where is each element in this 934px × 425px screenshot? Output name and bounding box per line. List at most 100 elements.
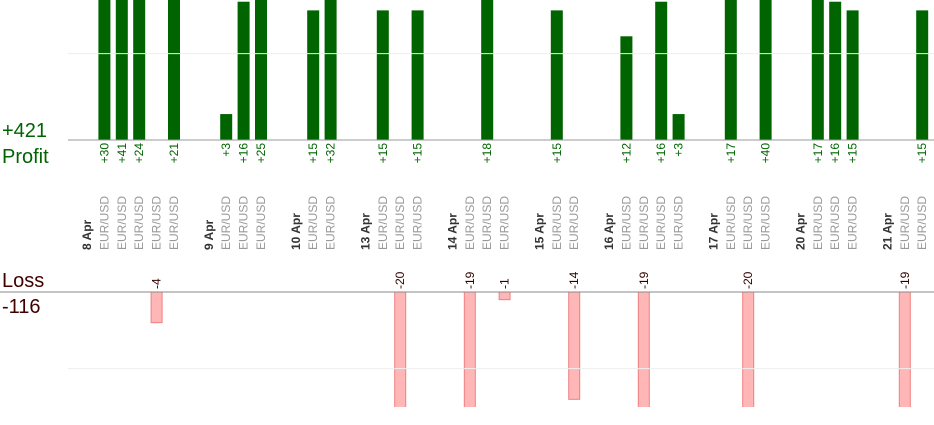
profit-bar [759,0,772,140]
symbol-label: EUR/USD [219,196,233,250]
value-label: -1 [498,278,512,289]
profit-bar [237,1,250,141]
symbol-label: EUR/USD [480,196,494,250]
symbol-label: EUR/USD [97,196,111,250]
date-label: 15 Apr [532,213,546,250]
symbol-label: EUR/USD [463,196,477,250]
loss-bar [498,292,511,301]
value-label: -19 [463,271,477,289]
loss-bar [394,292,407,407]
symbol-label: EUR/USD [115,196,129,250]
value-label: -19 [637,271,651,289]
value-label: +16 [237,143,251,164]
symbol-label: EUR/USD [846,196,860,250]
loss-bar [568,292,581,400]
symbol-label: EUR/USD [306,196,320,250]
profit-bar [672,114,685,140]
profit-bar [376,10,389,140]
value-label: +3 [672,143,686,157]
date-label: 10 Apr [289,213,303,250]
value-label: +17 [811,143,825,164]
symbol-label: EUR/USD [915,196,929,250]
profit-bar [324,0,337,140]
date-label: 17 Apr [706,213,720,250]
value-label: +21 [167,143,181,164]
profit-label: Profit [2,146,49,168]
profit-bar [307,10,320,140]
profit-total: +421 [2,120,47,142]
value-label: -4 [150,278,164,289]
symbol-label: EUR/USD [150,196,164,250]
profit-bar [133,0,146,140]
symbol-label: EUR/USD [550,196,564,250]
symbol-label: EUR/USD [654,196,668,250]
loss-bar [742,292,755,407]
date-label: 21 Apr [880,213,894,250]
symbol-label: EUR/USD [237,196,251,250]
profit-bar [724,0,737,140]
symbol-label: EUR/USD [567,196,581,250]
profit-bar [811,0,824,140]
value-label: +15 [915,143,929,164]
value-label: -20 [393,271,407,289]
value-label: +41 [115,143,129,164]
date-label: 8 Apr [80,219,94,250]
value-label: +16 [828,143,842,164]
symbol-label: EUR/USD [741,196,755,250]
profit-bar [115,0,128,140]
loss-bar [150,292,163,324]
symbol-label: EUR/USD [498,196,512,250]
value-label: +18 [480,143,494,164]
loss-total: -116 [2,296,41,318]
profit-bar [411,10,424,140]
loss-label: Loss [2,270,44,292]
value-label: +40 [759,143,773,164]
symbol-label: EUR/USD [132,196,146,250]
symbol-label: EUR/USD [759,196,773,250]
profit-bar [655,1,668,141]
profit-bar [620,36,633,140]
date-label: 20 Apr [793,213,807,250]
profit-bars [98,0,929,141]
symbol-label: EUR/USD [393,196,407,250]
profit-bar [550,10,563,140]
value-label: -19 [898,271,912,289]
profit-bar [916,10,929,140]
loss-bar [637,292,650,407]
symbol-label: EUR/USD [324,196,338,250]
value-label: +15 [306,143,320,164]
value-label: +15 [376,143,390,164]
value-label: +16 [654,143,668,164]
value-label: +17 [724,143,738,164]
profit-bar [829,1,842,141]
value-label: +12 [619,143,633,164]
value-label: +25 [254,143,268,164]
symbol-label: EUR/USD [376,196,390,250]
profit-bar [220,114,233,140]
loss-bars [150,292,911,407]
symbol-label: EUR/USD [637,196,651,250]
value-label: +24 [132,143,146,164]
value-label: -14 [567,271,581,289]
profit-bar [255,0,267,140]
loss-bar [898,292,911,407]
symbol-label: EUR/USD [811,196,825,250]
profit-bar [846,10,859,140]
value-label: +30 [97,143,111,164]
value-label: -20 [741,271,755,289]
symbol-label: EUR/USD [898,196,912,250]
symbol-label: EUR/USD [411,196,425,250]
date-label: 9 Apr [202,219,216,250]
date-label: 16 Apr [602,213,616,250]
value-label: +15 [411,143,425,164]
symbol-label: EUR/USD [167,196,181,250]
symbol-label: EUR/USD [672,196,686,250]
value-label: +3 [219,143,233,157]
symbol-label: EUR/USD [724,196,738,250]
symbol-label: EUR/USD [828,196,842,250]
profit-bar [481,0,494,141]
symbol-label: EUR/USD [254,196,268,250]
date-label: 14 Apr [445,213,459,250]
